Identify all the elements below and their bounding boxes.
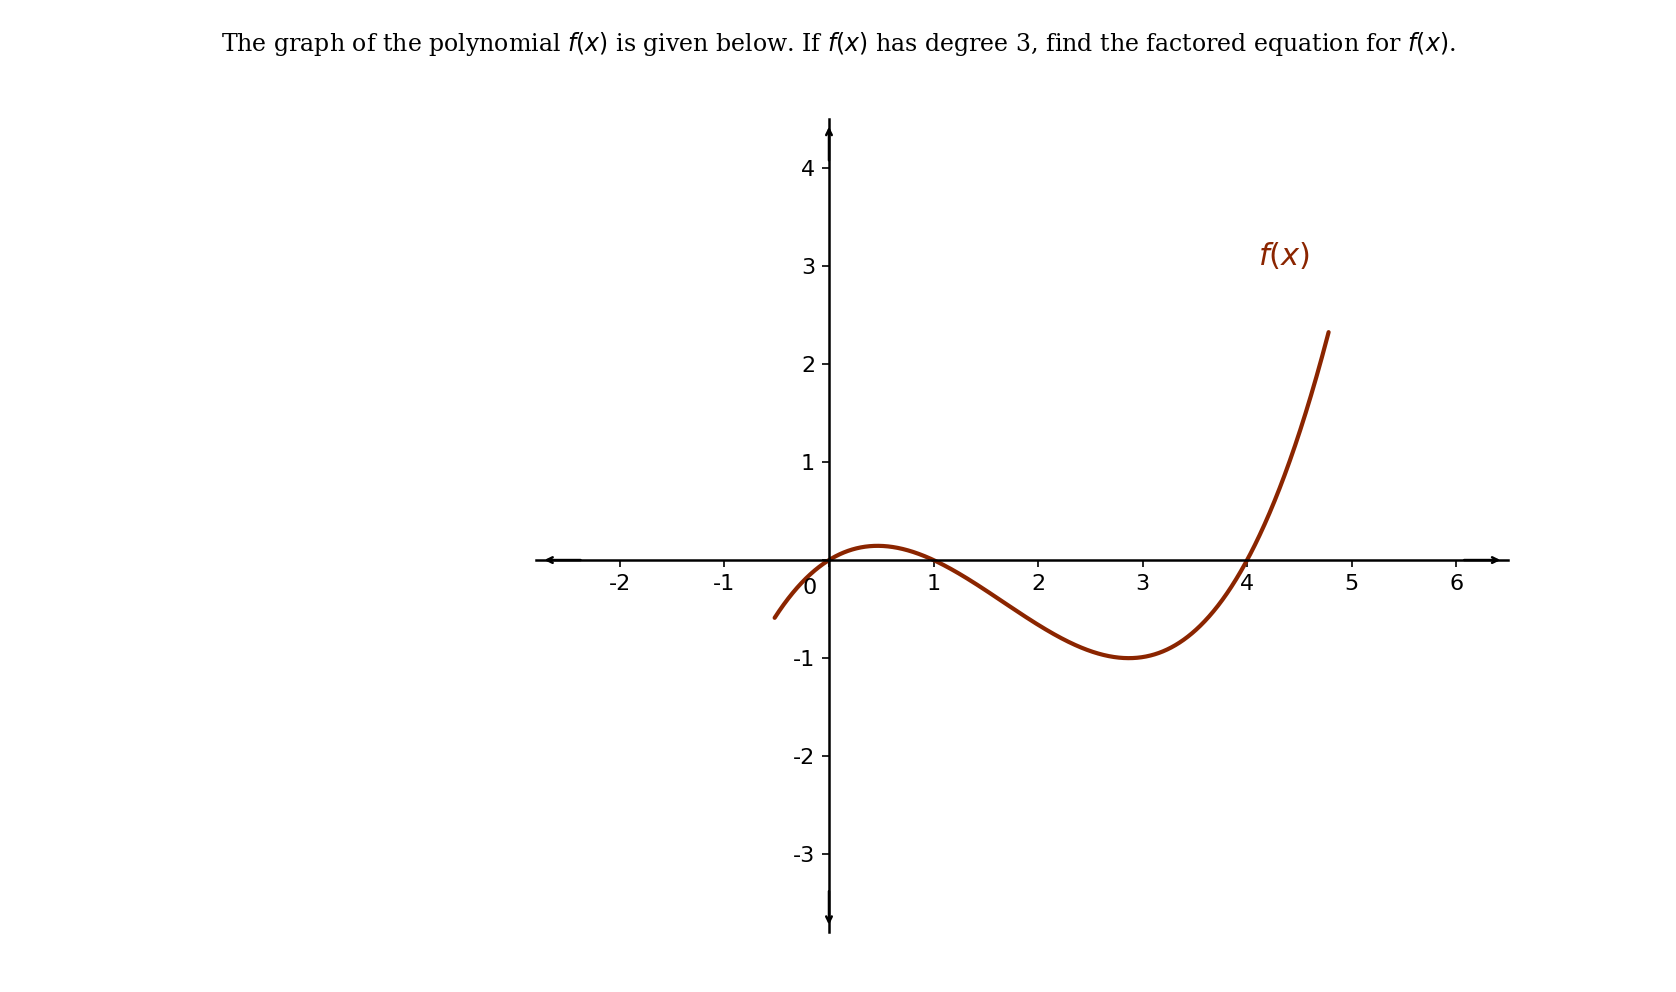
Text: The graph of the polynomial $f(x)$ is given below. If $f(x)$ has degree 3, find : The graph of the polynomial $f(x)$ is gi… [221,30,1455,58]
Text: 0: 0 [803,577,816,598]
Text: $f(x)$: $f(x)$ [1257,241,1309,272]
